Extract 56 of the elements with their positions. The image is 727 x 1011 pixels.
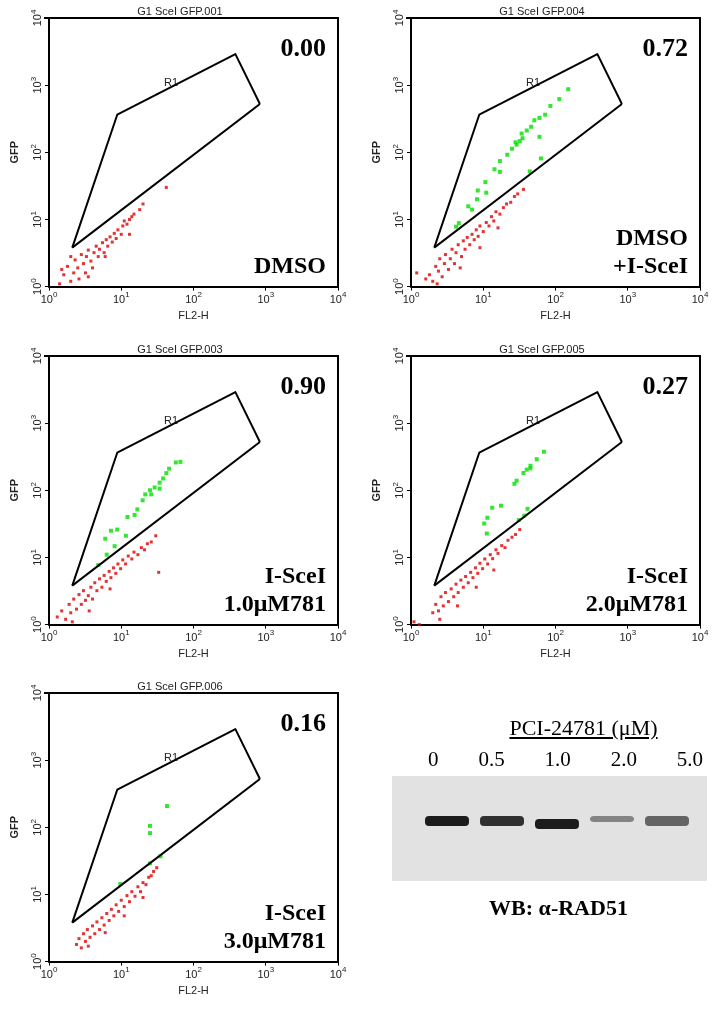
y-axis-title: GFP xyxy=(7,140,20,164)
y-tick-label: 104 xyxy=(28,684,43,702)
category-label: 5.0 xyxy=(676,747,703,772)
category-label: 2.0 xyxy=(610,747,637,772)
annotation: 0.72 xyxy=(642,32,688,62)
annotation: 3.0μM781 xyxy=(223,927,326,953)
y-tick-label: 101 xyxy=(28,548,43,566)
y-axis-title: GFP xyxy=(369,478,382,502)
category-label: 0 xyxy=(428,747,439,772)
chart-title: G1 SceI GFP.004 xyxy=(499,4,585,17)
chart-title: G1 SceI GFP.003 xyxy=(137,342,223,355)
annotation: DMSO xyxy=(254,252,326,278)
y-tick-label: 102 xyxy=(390,481,405,499)
chart-title: G1 SceI GFP.005 xyxy=(499,342,585,355)
text: PCI-24781 (μM) xyxy=(508,715,659,741)
y-axis-title: GFP xyxy=(369,140,382,164)
y-tick-label: 104 xyxy=(28,347,43,365)
y-tick-label: 101 xyxy=(28,885,43,903)
y-tick-label: 102 xyxy=(28,143,43,161)
text: WB: α-RAD51 xyxy=(488,895,629,921)
chart-title: G1 SceI GFP.001 xyxy=(137,4,223,17)
x-axis-title: FL2-H xyxy=(540,646,571,659)
annotation: 0.90 xyxy=(280,370,326,400)
y-axis-title: GFP xyxy=(7,478,20,502)
annotation: I-SceI xyxy=(264,899,326,925)
annotation: DMSO xyxy=(616,224,688,250)
annotation: 0.00 xyxy=(280,32,326,62)
x-axis-title: FL2-H xyxy=(178,646,209,659)
y-tick-label: 103 xyxy=(390,414,405,432)
y-tick-label: 102 xyxy=(28,481,43,499)
y-tick-label: 101 xyxy=(390,210,405,228)
category-label: 0.5 xyxy=(478,747,505,772)
y-tick-label: 103 xyxy=(28,76,43,94)
annotation: I-SceI xyxy=(626,562,688,588)
y-tick-label: 102 xyxy=(28,818,43,836)
y-axis-title: GFP xyxy=(7,815,20,839)
y-tick-label: 101 xyxy=(28,210,43,228)
y-tick-label: 103 xyxy=(390,76,405,94)
y-tick-label: 102 xyxy=(390,143,405,161)
y-tick-label: 104 xyxy=(390,9,405,27)
y-tick-label: 103 xyxy=(28,414,43,432)
x-axis-title: FL2-H xyxy=(178,308,209,321)
y-tick-label: 103 xyxy=(28,751,43,769)
annotation: I-SceI xyxy=(264,562,326,588)
category-label: 1.0 xyxy=(544,747,571,772)
y-tick-label: 101 xyxy=(390,548,405,566)
chart-title: G1 SceI GFP.006 xyxy=(137,679,223,692)
y-tick-label: 104 xyxy=(28,9,43,27)
y-tick-label: 104 xyxy=(390,347,405,365)
annotation: 0.16 xyxy=(280,707,326,737)
annotation: +I-SceI xyxy=(613,252,688,278)
x-axis-title: FL2-H xyxy=(178,983,209,996)
x-axis-title: FL2-H xyxy=(540,308,571,321)
annotation: 0.27 xyxy=(642,370,688,400)
annotation: 2.0μM781 xyxy=(585,590,688,616)
annotation: 1.0μM781 xyxy=(223,590,326,616)
